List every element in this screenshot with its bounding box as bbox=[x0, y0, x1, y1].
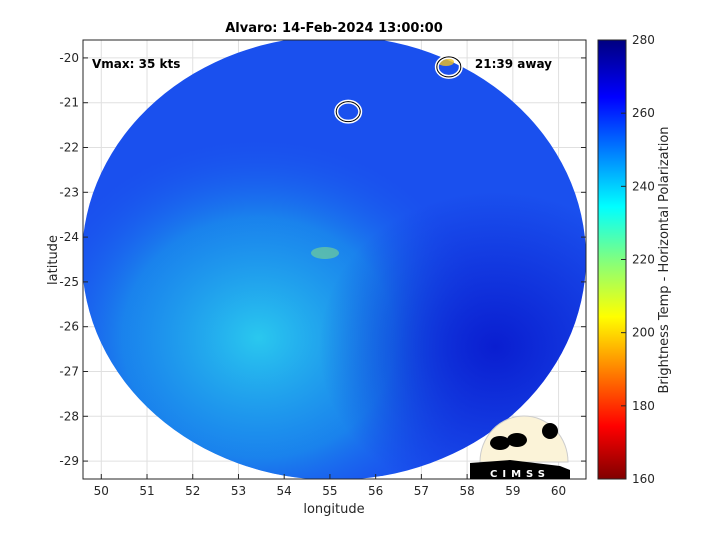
chart-title: Alvaro: 14-Feb-2024 13:00:00 bbox=[225, 21, 443, 36]
x-tick-label: 56 bbox=[368, 484, 383, 498]
x-tick-label: 52 bbox=[185, 484, 200, 498]
y-tick-label: -21 bbox=[59, 96, 79, 110]
colorbar: 160 180 200 220 240 260 280 Brightness Temp - … bbox=[597, 33, 672, 486]
colorbar-tick-label: 180 bbox=[632, 399, 655, 413]
plot-area bbox=[82, 39, 587, 480]
y-tick-label: -24 bbox=[59, 230, 79, 244]
y-tick-label: -22 bbox=[59, 141, 79, 155]
colorbar-tick-label: 280 bbox=[632, 33, 655, 47]
y-tick-label: -20 bbox=[59, 51, 79, 65]
away-label: 21:39 away bbox=[475, 57, 552, 71]
colorbar-tick-label: 240 bbox=[632, 179, 655, 193]
x-axis-label: longitude bbox=[303, 502, 364, 517]
brightness-swath bbox=[83, 40, 586, 479]
x-tick-label: 51 bbox=[139, 484, 154, 498]
x-tick-label: 50 bbox=[94, 484, 109, 498]
y-tick-label: -26 bbox=[59, 320, 79, 334]
contour-outline bbox=[436, 56, 462, 78]
y-tick-label: -25 bbox=[59, 275, 79, 289]
y-tick-label: -23 bbox=[59, 185, 79, 199]
colorbar-label: Brightness Temp - Horizontal Polarizatio… bbox=[657, 126, 672, 393]
x-tick-label: 59 bbox=[505, 484, 520, 498]
x-tick-label: 55 bbox=[322, 484, 337, 498]
colorbar-tick-label: 260 bbox=[632, 106, 655, 120]
x-tick-label: 57 bbox=[414, 484, 429, 498]
contours bbox=[334, 54, 463, 124]
vmax-label: Vmax: 35 kts bbox=[92, 57, 180, 71]
x-tick-label: 53 bbox=[231, 484, 246, 498]
y-tick-label: -27 bbox=[59, 364, 79, 378]
y-tick-label: -29 bbox=[59, 454, 79, 468]
svg-text:CIMSS: CIMSS bbox=[490, 469, 550, 480]
contour-outline bbox=[335, 101, 361, 123]
cimss-logo: CIMSS bbox=[470, 415, 570, 480]
colorbar-tick-label: 220 bbox=[632, 253, 655, 267]
colorbar-tick-label: 200 bbox=[632, 326, 655, 340]
y-axis-label: latitude bbox=[46, 235, 61, 285]
x-tick-label: 54 bbox=[277, 484, 292, 498]
x-tick-label: 58 bbox=[459, 484, 474, 498]
x-tick-label: 60 bbox=[551, 484, 566, 498]
y-tick-label: -28 bbox=[59, 409, 79, 423]
colorbar-tick-label: 160 bbox=[632, 472, 655, 486]
